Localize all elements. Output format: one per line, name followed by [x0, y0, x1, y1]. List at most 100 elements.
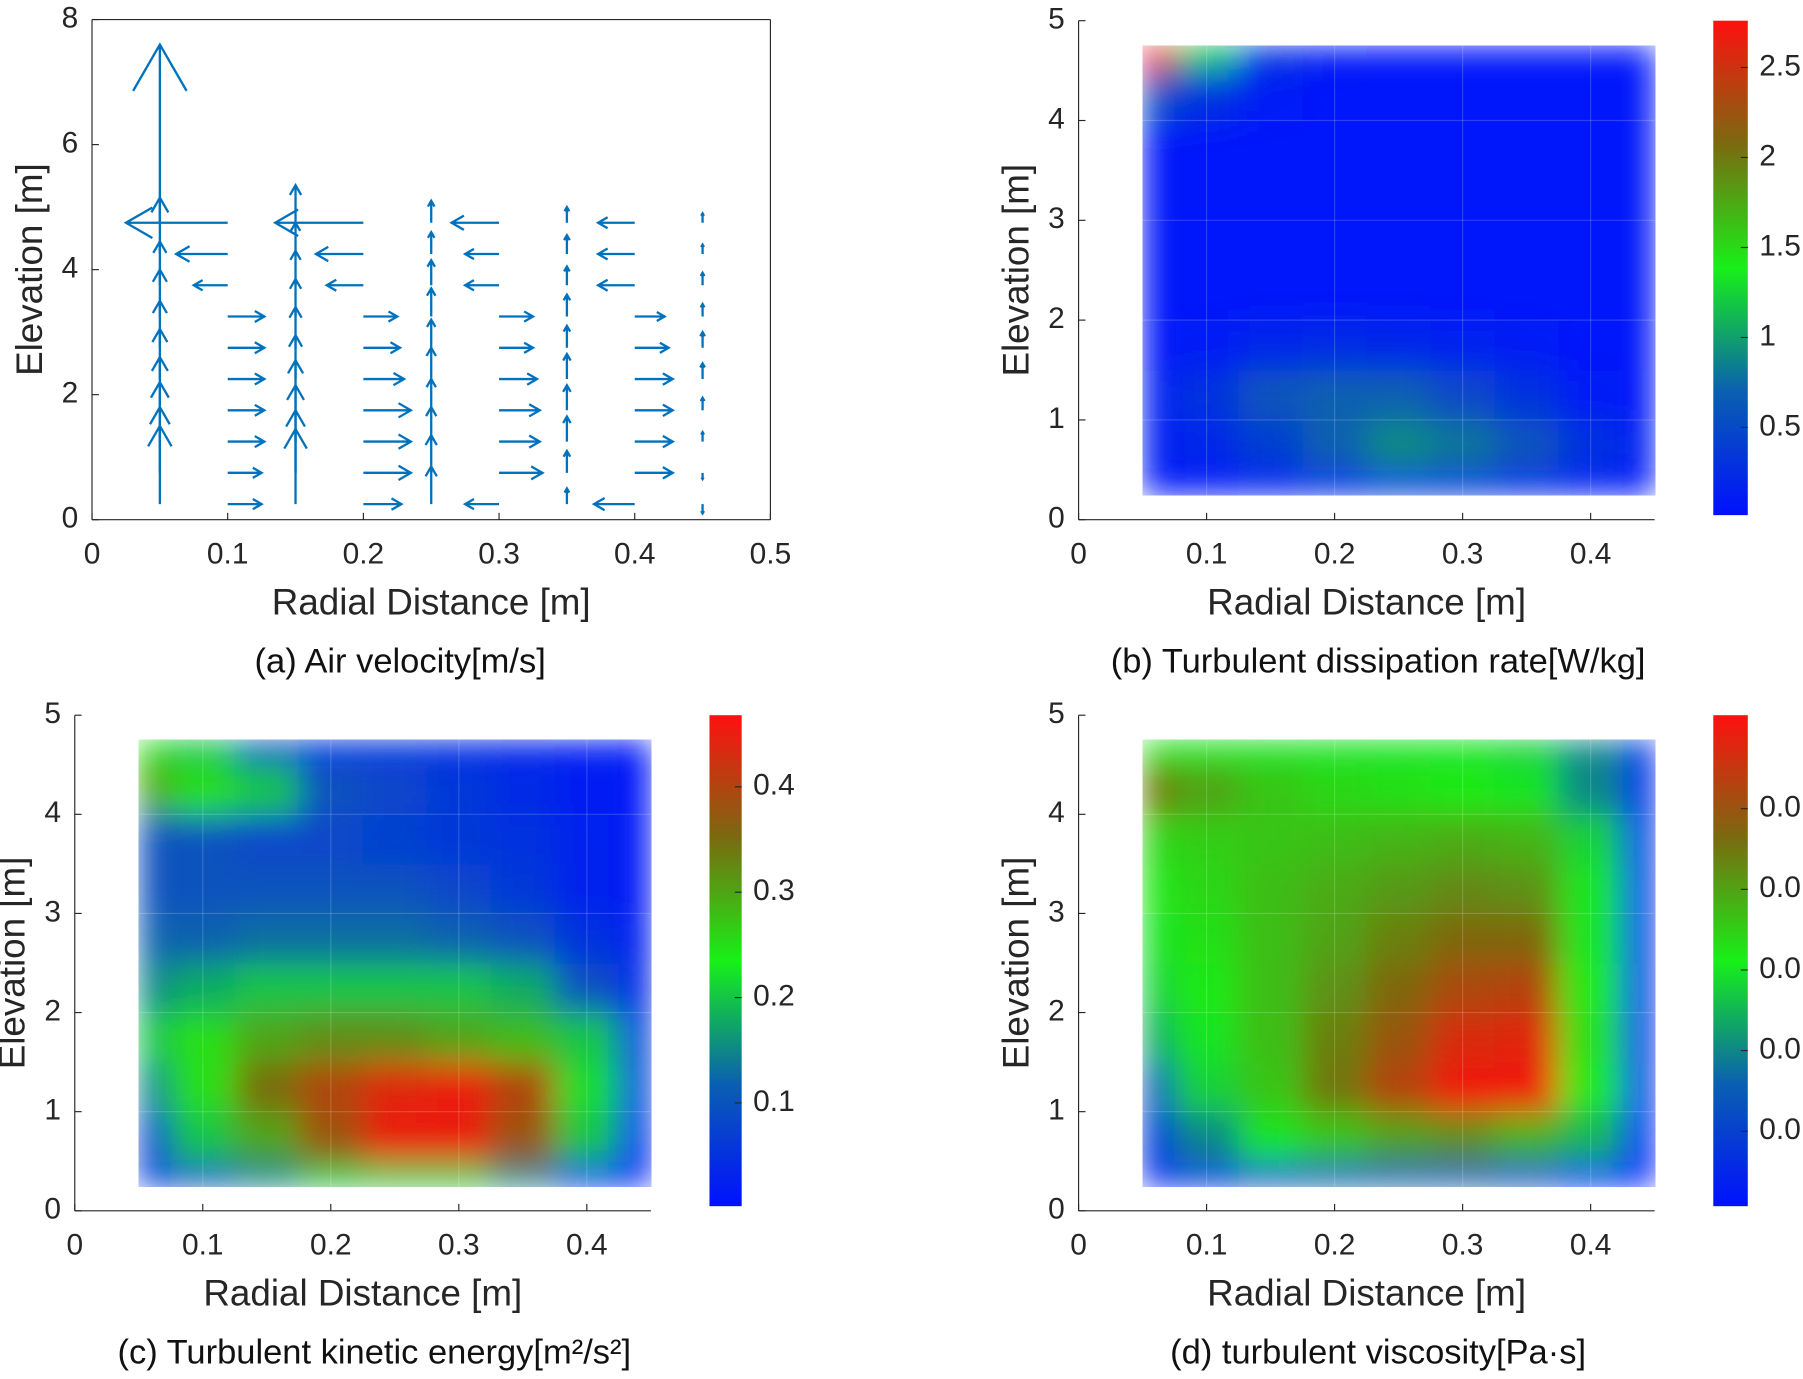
x-tick-label: 0.4	[1570, 537, 1612, 570]
heat-cell	[1238, 220, 1304, 271]
arrow	[634, 372, 676, 386]
heat-cell	[1494, 1161, 1560, 1187]
arrow	[227, 341, 267, 355]
arrow	[272, 208, 364, 237]
heat-cell	[234, 814, 300, 865]
heat-cell	[1238, 913, 1304, 964]
heat-cell	[1142, 764, 1176, 815]
heat-cell	[1430, 1012, 1496, 1063]
y-tick-label: 4	[44, 796, 61, 829]
heat-cell	[138, 739, 172, 766]
heat-cell	[1174, 764, 1240, 815]
heat-cell	[1494, 469, 1560, 496]
x-tick-label: 0.5	[750, 537, 792, 570]
y-axis-label: Elevation [m]	[9, 163, 50, 376]
heat-cell	[1302, 220, 1368, 271]
heat-cell	[138, 814, 172, 865]
y-tick-label: 1	[1048, 402, 1065, 435]
colorbar-tick-label: 0.0	[1759, 1032, 1801, 1065]
heat-cell	[1622, 814, 1656, 865]
heat-cell	[490, 863, 556, 915]
heat-cell	[298, 913, 364, 964]
heat-cell	[426, 1161, 492, 1187]
heat-cell	[1494, 270, 1560, 321]
heat-cell	[1558, 419, 1624, 471]
heat-cell	[554, 739, 620, 766]
heat-cell	[1142, 419, 1176, 471]
x-tick-label: 0.1	[207, 537, 249, 570]
heat-cell	[1622, 863, 1656, 915]
heat-cell	[170, 1012, 236, 1063]
heat-cell	[1430, 814, 1496, 865]
heat-cell	[490, 913, 556, 964]
heat-cell	[426, 863, 492, 915]
heat-cell	[618, 814, 652, 865]
heat-cell	[234, 764, 300, 815]
heat-cell	[1174, 739, 1240, 766]
heat-cell	[1558, 913, 1624, 964]
heat-cell	[234, 739, 300, 766]
heat-cell	[1494, 419, 1560, 471]
colorbar-tick-label: 2.5	[1759, 49, 1801, 82]
heat-cell	[298, 1161, 364, 1187]
panel: 0.1 0.2 0.3 0.4 0 0.1 0.2 0.3 0.4 0 1 2 3 4 5 Radial Di…	[0, 697, 795, 1372]
heat-cell	[1302, 962, 1368, 1014]
heat-cell	[1302, 1161, 1368, 1187]
heat-cell	[362, 1062, 428, 1113]
heat-cell	[1174, 70, 1240, 122]
y-tick-label: 3	[1048, 202, 1065, 235]
heat-cell	[1558, 764, 1624, 815]
heat-cell	[1622, 320, 1656, 371]
heat-cell	[1494, 739, 1560, 766]
heat-cell	[1430, 220, 1496, 271]
heat-cell	[1142, 1062, 1176, 1113]
heat-cell	[1238, 469, 1304, 496]
heat-cell	[1174, 962, 1240, 1014]
y-tick-label: 4	[62, 252, 79, 285]
heat-cell	[1142, 863, 1176, 915]
arrow	[563, 204, 571, 223]
arrow	[363, 464, 414, 481]
arrow	[425, 376, 437, 411]
heat-cell	[1622, 45, 1656, 72]
heat-cell	[1494, 45, 1560, 72]
heat-cell	[1238, 1012, 1304, 1063]
heat-cell	[618, 863, 652, 915]
heat-cell	[1366, 220, 1432, 271]
arrow	[634, 466, 676, 480]
arrow	[449, 214, 500, 231]
colorbar-tick-label: 0.2	[753, 979, 795, 1012]
heat-cell	[1430, 962, 1496, 1014]
heatmap	[1142, 45, 1656, 496]
arrow	[426, 317, 437, 348]
arrow	[634, 341, 671, 354]
arrow	[426, 229, 436, 255]
heat-cell	[362, 1012, 428, 1063]
arrow	[562, 351, 572, 380]
heat-cell	[1622, 469, 1656, 496]
heat-cell	[1430, 1161, 1496, 1187]
panel: 0 0.1 0.2 0.3 0.4 0.5 0 2 4 6 8 Radial Distance [m]…	[9, 1, 791, 680]
y-tick-label: 3	[44, 895, 61, 928]
heat-cell	[138, 962, 172, 1014]
heat-cell	[362, 1111, 428, 1162]
heat-cell	[1558, 1161, 1624, 1187]
heat-cell	[1558, 170, 1624, 221]
heat-cell	[554, 863, 620, 915]
arrow	[289, 220, 302, 255]
heat-cell	[1430, 320, 1496, 371]
y-tick-label: 2	[1048, 302, 1065, 335]
heat-cell	[234, 1062, 300, 1113]
arrow	[227, 310, 267, 324]
heat-cell	[298, 1062, 364, 1113]
caption: (c) Turbulent kinetic energy[m²/s²]	[117, 1334, 631, 1372]
heat-cell	[1302, 814, 1368, 865]
heat-cell	[618, 764, 652, 815]
heat-cell	[426, 814, 492, 865]
y-tick-label: 6	[62, 126, 79, 159]
heat-cell	[1558, 120, 1624, 171]
heat-cell	[426, 1062, 492, 1113]
heat-cell	[1366, 1012, 1432, 1063]
arrow	[227, 372, 267, 386]
colorbar-tick-label: 0.5	[1759, 409, 1801, 442]
